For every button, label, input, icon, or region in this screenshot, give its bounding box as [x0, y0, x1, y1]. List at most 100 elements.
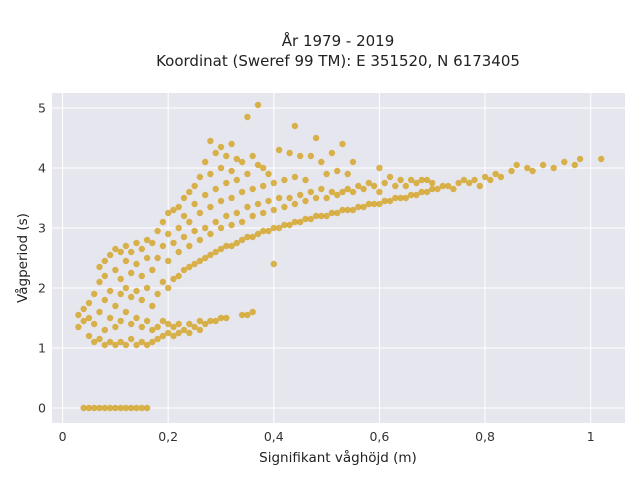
- data-point: [318, 212, 325, 220]
- data-point: [355, 203, 362, 211]
- data-point: [339, 206, 346, 214]
- data-point: [334, 209, 341, 217]
- data-point: [165, 320, 172, 328]
- data-point: [407, 176, 415, 184]
- data-point: [571, 161, 578, 169]
- data-point: [508, 167, 515, 175]
- data-point: [170, 323, 177, 331]
- data-point: [170, 275, 177, 283]
- data-point: [207, 137, 214, 145]
- data-point: [302, 197, 309, 205]
- data-point: [228, 194, 235, 202]
- data-point: [159, 278, 167, 286]
- data-point: [260, 209, 267, 217]
- data-point: [112, 404, 119, 412]
- data-point: [212, 149, 219, 157]
- data-point: [270, 179, 277, 187]
- data-point: [91, 290, 98, 298]
- data-point: [138, 245, 145, 253]
- data-point: [96, 404, 103, 412]
- data-point: [159, 317, 167, 325]
- data-point: [376, 200, 383, 208]
- data-point: [429, 179, 436, 187]
- data-point: [138, 296, 145, 304]
- x-axis-title: Signifikant våghöjd (m): [259, 449, 417, 466]
- data-point: [191, 323, 198, 331]
- data-point: [275, 194, 283, 202]
- y-tick-label: 4: [38, 161, 46, 176]
- data-point: [402, 182, 409, 190]
- data-point: [75, 311, 82, 319]
- data-point: [550, 164, 557, 172]
- data-point: [154, 227, 161, 235]
- data-point: [349, 188, 357, 196]
- data-point: [265, 197, 272, 205]
- data-point: [297, 218, 304, 226]
- data-point: [254, 101, 262, 109]
- y-tick-label: 1: [38, 341, 46, 356]
- data-point: [291, 218, 299, 226]
- data-point: [133, 260, 140, 268]
- data-point: [106, 338, 114, 346]
- data-point: [154, 323, 161, 331]
- data-point: [186, 188, 193, 196]
- data-point: [186, 263, 193, 271]
- data-points: [75, 101, 605, 412]
- data-point: [254, 161, 262, 169]
- data-point: [365, 200, 373, 208]
- data-point: [112, 341, 119, 349]
- data-point: [413, 179, 420, 187]
- data-point: [334, 167, 341, 175]
- data-point: [370, 200, 378, 208]
- data-point: [344, 206, 351, 214]
- data-point: [355, 182, 362, 190]
- data-point: [328, 149, 336, 157]
- data-point: [286, 194, 293, 202]
- data-point: [244, 203, 251, 211]
- data-point: [138, 338, 145, 346]
- data-point: [149, 266, 156, 274]
- data-point: [418, 188, 425, 196]
- data-point: [270, 260, 277, 268]
- data-point: [334, 191, 341, 199]
- data-point: [444, 182, 452, 190]
- data-point: [360, 185, 367, 193]
- data-point: [312, 212, 320, 220]
- data-point: [265, 170, 272, 178]
- data-point: [376, 188, 383, 196]
- data-point: [249, 212, 256, 220]
- data-point: [154, 254, 161, 262]
- data-point: [165, 230, 172, 238]
- data-point: [133, 314, 140, 322]
- data-point: [101, 326, 109, 334]
- data-point: [112, 323, 119, 331]
- data-point: [202, 158, 209, 166]
- data-point: [207, 251, 214, 259]
- data-point: [143, 284, 151, 292]
- data-point: [349, 206, 357, 214]
- data-point: [202, 224, 209, 232]
- data-point: [370, 182, 378, 190]
- x-tick-label: 0: [59, 429, 67, 444]
- data-point: [175, 203, 182, 211]
- data-point: [360, 203, 367, 211]
- data-point: [291, 173, 299, 181]
- data-point: [249, 308, 256, 316]
- data-point: [202, 320, 209, 328]
- data-point: [202, 254, 209, 262]
- data-point: [270, 206, 277, 214]
- data-point: [344, 170, 351, 178]
- data-point: [238, 218, 246, 226]
- data-point: [112, 245, 119, 253]
- data-point: [323, 194, 330, 202]
- data-point: [302, 176, 309, 184]
- data-point: [302, 215, 309, 223]
- data-point: [423, 188, 431, 196]
- data-point: [196, 317, 204, 325]
- data-point: [217, 314, 225, 322]
- data-point: [80, 404, 87, 412]
- data-point: [112, 302, 119, 310]
- data-point: [196, 236, 204, 244]
- data-point: [122, 284, 130, 292]
